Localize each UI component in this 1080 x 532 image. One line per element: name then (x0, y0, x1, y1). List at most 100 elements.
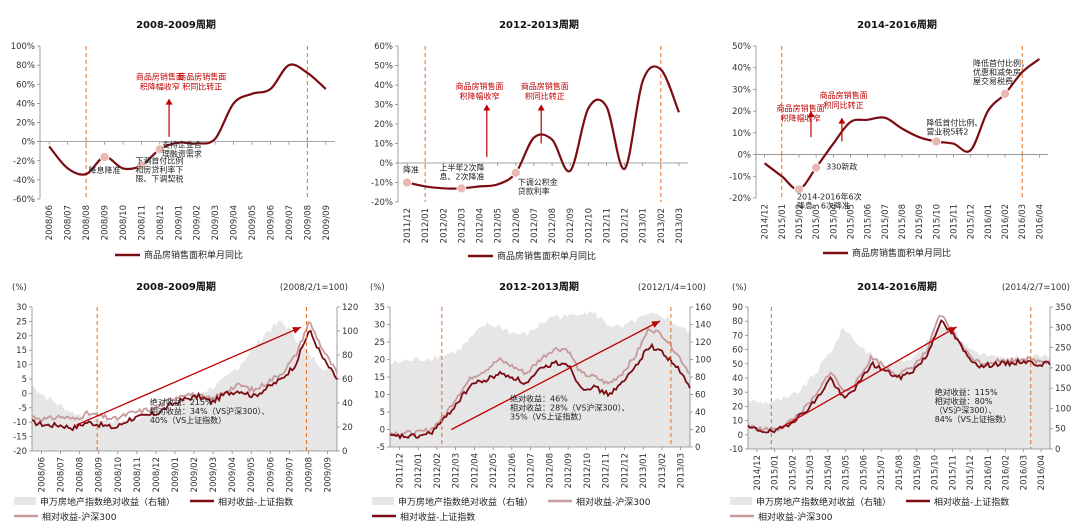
y-tick-label: -15 (13, 433, 27, 443)
legend-pink-label: 相对收益-沪深300 (576, 496, 651, 508)
y-tick-label: 10 (732, 417, 743, 427)
trend-arrow-head (537, 104, 545, 111)
return-note-relative: 35%（VS上证指数） (510, 412, 586, 422)
y-tick-label: -10% (371, 179, 393, 189)
y-tick-label: -20% (371, 198, 393, 208)
y-tick-label: -10% (729, 172, 751, 182)
y-tick-label: 20 (16, 332, 27, 342)
x-tick-label: 2012/03 (452, 453, 462, 488)
y2-tick-label: 0 (695, 443, 700, 453)
y2-tick-label: 200 (1055, 364, 1071, 374)
y-tick-label: 20% (732, 107, 751, 117)
return-note-absolute: 绝对收益：215% (150, 397, 213, 407)
series-line-relative-hs300 (31, 320, 338, 423)
y-tick-label: 10 (16, 361, 27, 371)
y-tick-label: 25 (16, 317, 27, 327)
x-tick-label: 2008/11 (137, 205, 147, 240)
x-tick-label: 2009/07 (285, 457, 295, 492)
y-tick-label: 15 (16, 346, 27, 356)
bottom-chart-2-unit: (%) (370, 283, 385, 293)
y2-tick-label: 250 (1055, 344, 1071, 354)
sales-note: 商品房销售面 (178, 71, 226, 81)
x-tick-label: 2012/10 (584, 208, 594, 243)
y2-tick-label: 60 (342, 375, 353, 385)
x-tick-label: 2009/01 (171, 457, 181, 492)
return-note-relative: 相对收益：80% (935, 396, 993, 406)
policy-annotation: 支持企业合 (162, 139, 202, 149)
return-note-absolute: 绝对收益：115% (935, 387, 998, 397)
x-tick-label: 2009/05 (247, 457, 257, 492)
y-tick-label: 5 (22, 375, 27, 385)
y2-tick-label: 100 (695, 356, 711, 366)
y2-tick-label: 300 (1055, 323, 1071, 333)
policy-annotation: 屋交易税费 (973, 76, 1013, 86)
policy-annotation: 息、2次降准 (439, 171, 484, 181)
x-tick-label: 2015/04 (824, 455, 834, 490)
top-legend-2-label: 商品房销售面积单月同比 (497, 250, 596, 262)
x-tick-label: 2015/04 (829, 204, 839, 239)
top-legend-1-label: 商品房销售面积单月同比 (144, 249, 243, 261)
policy-annotation: 330新政 (826, 162, 857, 172)
x-tick-label: 2015/12 (967, 204, 977, 239)
x-tick-label: 2012/08 (545, 453, 555, 488)
y2-tick-label: 50 (1055, 425, 1066, 435)
top-chart-1-title: 2008-2009周期 (136, 18, 216, 31)
policy-annotation: 降息、6次降准 (797, 200, 850, 210)
y-tick-label: 30% (732, 85, 751, 95)
x-tick-label: 2015/12 (966, 455, 976, 490)
bottom-legend-3: 申万房地产指数绝对收益（右轴） 相对收益-上证指数 相对收益-沪深300 (730, 496, 1009, 523)
area-sw-realestate-absolute-return (32, 320, 337, 451)
y2-tick-label: 120 (695, 338, 711, 348)
x-tick-label: 2012/01 (414, 453, 424, 488)
policy-annotation: 降低首付比例， (973, 58, 1029, 68)
series-line-sales-yoy (763, 58, 1041, 191)
x-tick-label: 2012/05 (489, 453, 499, 488)
y2-tick-label: 80 (342, 351, 353, 361)
policy-annotation: 理融资需求 (162, 148, 202, 158)
sales-note: 商品房销售面 (820, 90, 868, 100)
x-tick-label: 2008/06 (45, 205, 55, 240)
y-tick-label: 0 (380, 426, 385, 436)
y2-tick-label: 100 (1055, 404, 1071, 414)
y-tick-label: 30% (374, 101, 393, 111)
y-tick-label: 40% (374, 81, 393, 91)
y-tick-label: 0% (380, 159, 394, 169)
x-tick-label: 2009/09 (323, 457, 333, 492)
y-tick-label: 20% (16, 119, 35, 129)
bottom-chart-1-title: 2008-2009周期 (136, 280, 216, 293)
legend-dark-label: 相对收益-上证指数 (934, 496, 1009, 508)
x-tick-label: 2015/10 (932, 204, 942, 239)
y-tick-label: 20 (732, 402, 743, 412)
x-tick-label: 2008/10 (119, 205, 129, 240)
trend-arrow-head (838, 117, 846, 124)
x-tick-label: 2012/01 (421, 208, 431, 243)
x-tick-label: 2015/09 (913, 455, 923, 490)
x-tick-label: 2014/12 (753, 455, 763, 490)
top-chart-3-title: 2014-2016周期 (857, 18, 937, 31)
y-tick-label: 30 (732, 388, 743, 398)
policy-point (931, 136, 942, 147)
y-tick-label: 80 (732, 317, 743, 327)
x-tick-label: 2008/09 (101, 205, 111, 240)
trend-arrow-head (292, 327, 301, 334)
x-tick-label: 2016/03 (1019, 455, 1029, 490)
x-tick-label: 2009/01 (174, 205, 184, 240)
policy-point (154, 144, 165, 155)
y-tick-label: 50% (374, 62, 393, 72)
x-tick-label: 2012/02 (439, 208, 449, 243)
y-tick-label: 0% (738, 151, 752, 161)
sales-note: 积降幅收窄 (140, 81, 180, 91)
y2-tick-label: 350 (1055, 303, 1071, 313)
x-tick-label: 2009/03 (211, 205, 221, 240)
policy-annotation: 上半年2次降 (439, 162, 484, 172)
x-tick-label: 2012/12 (621, 208, 631, 243)
x-tick-label: 2015/07 (877, 455, 887, 490)
x-tick-label: 2012/11 (602, 453, 612, 488)
y-tick-label: 5 (380, 408, 385, 418)
y2-tick-label: 150 (1055, 384, 1071, 394)
x-tick-label: 2015/06 (864, 204, 874, 239)
y-tick-label: -5 (19, 404, 27, 414)
policy-annotation: 限、下调契税 (135, 174, 183, 184)
x-tick-label: 2012/07 (527, 453, 537, 488)
x-tick-label: 2012/10 (583, 453, 593, 488)
